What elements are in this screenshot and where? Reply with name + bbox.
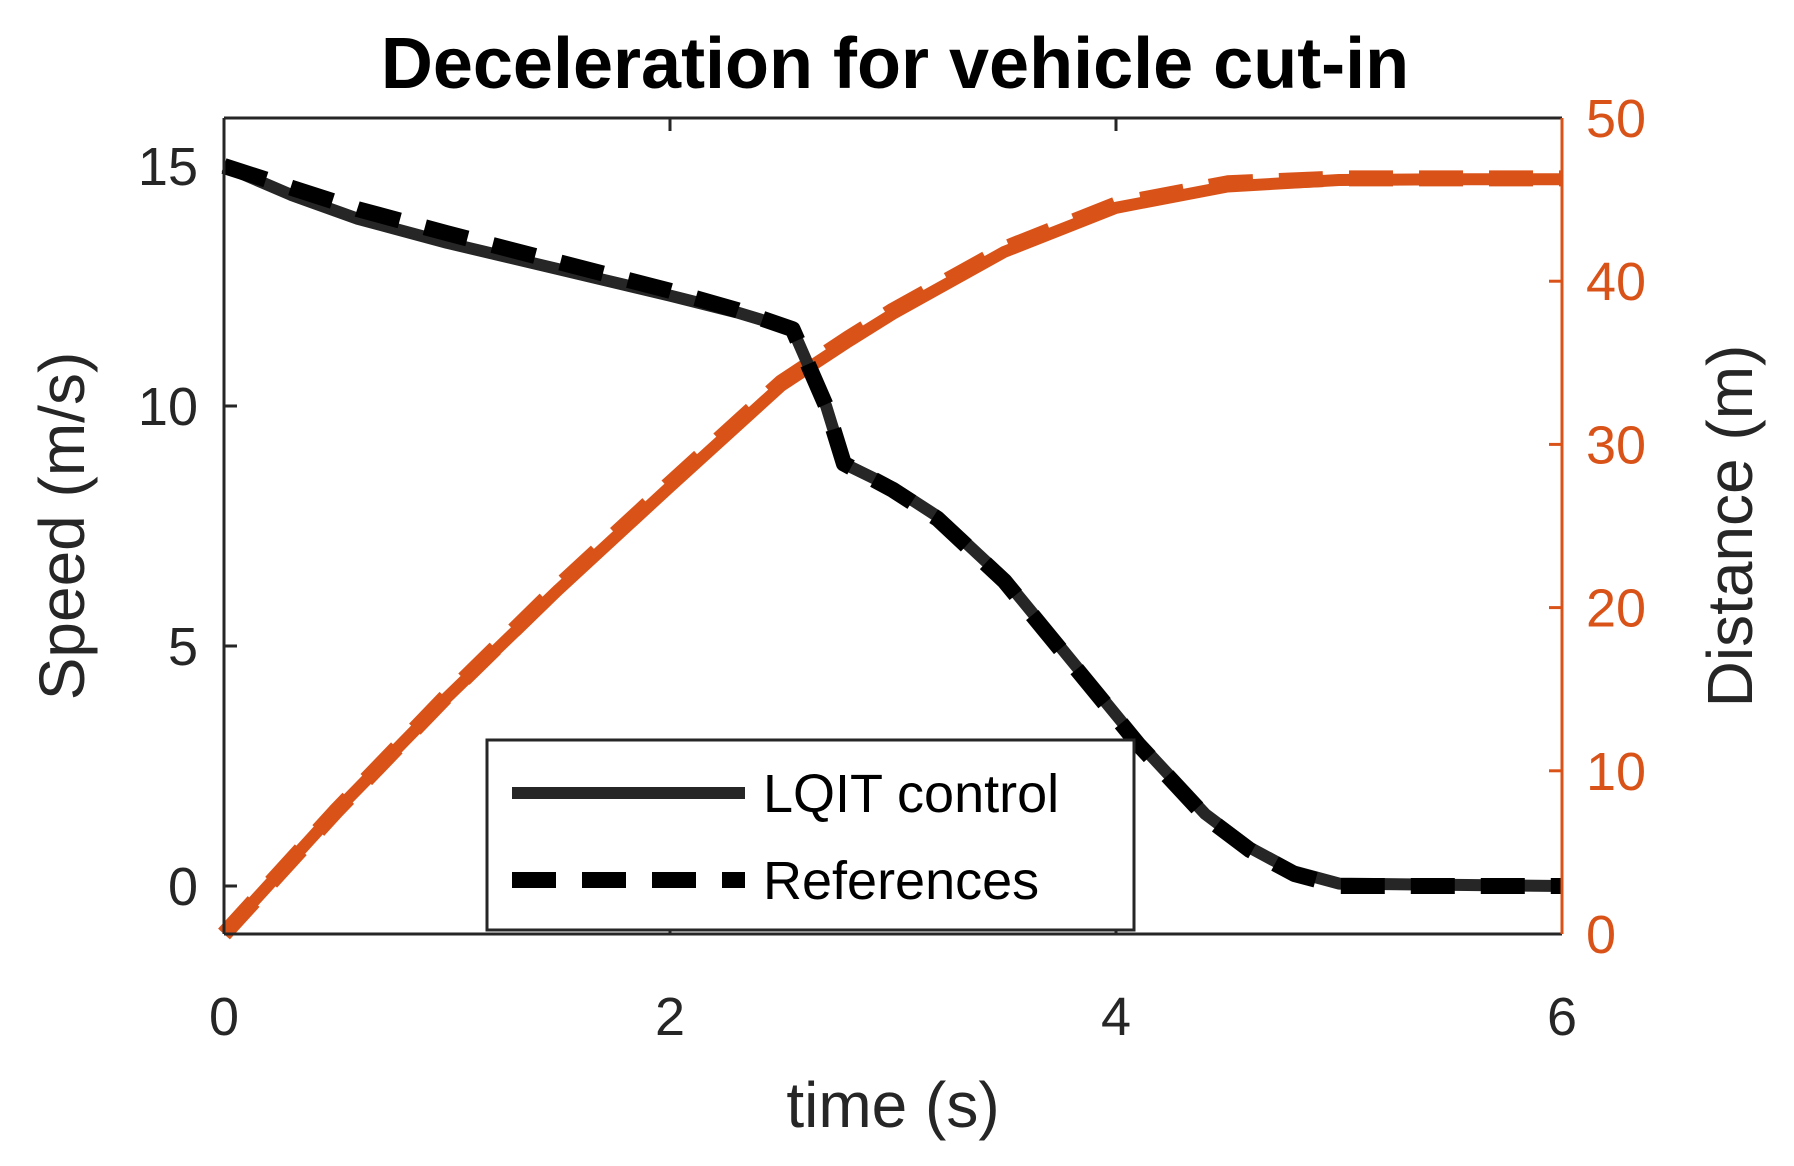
- y-axis-right-label: Distance (m): [1694, 345, 1766, 708]
- y-left-tick-label: 5: [168, 617, 198, 677]
- x-axis-label: time (s): [786, 1069, 999, 1141]
- speed-references-line: [221, 158, 1562, 894]
- y-right-tick-label: 20: [1586, 579, 1646, 639]
- y-right-tick-label: 0: [1586, 905, 1616, 965]
- y-axis-left-label: Speed (m/s): [26, 352, 98, 701]
- y-right-tick-label: 30: [1586, 415, 1646, 475]
- x-tick-label: 0: [209, 987, 239, 1047]
- x-tick-label: 2: [655, 987, 685, 1047]
- y-left-tick-label: 0: [168, 857, 198, 917]
- x-tick-label: 4: [1101, 987, 1131, 1047]
- chart-title: Deceleration for vehicle cut-in: [381, 24, 1409, 104]
- y-right-tick-label: 10: [1586, 742, 1646, 802]
- legend-label-references: References: [763, 851, 1039, 911]
- legend-box: [485, 738, 1136, 932]
- legend: LQIT control References: [485, 738, 1136, 932]
- y-right-tick-label: 50: [1586, 89, 1646, 149]
- y-right-tick-label: 40: [1586, 252, 1646, 312]
- legend-label-lqit-control: LQIT control: [763, 764, 1059, 824]
- axes-frame: [222, 116, 1564, 936]
- distance-reference-line: [218, 170, 1562, 940]
- series-layer: [218, 158, 1563, 940]
- y-left-tick-label: 15: [138, 137, 198, 197]
- x-tick-label: 6: [1547, 987, 1577, 1047]
- y-left-tick-label: 10: [138, 377, 198, 437]
